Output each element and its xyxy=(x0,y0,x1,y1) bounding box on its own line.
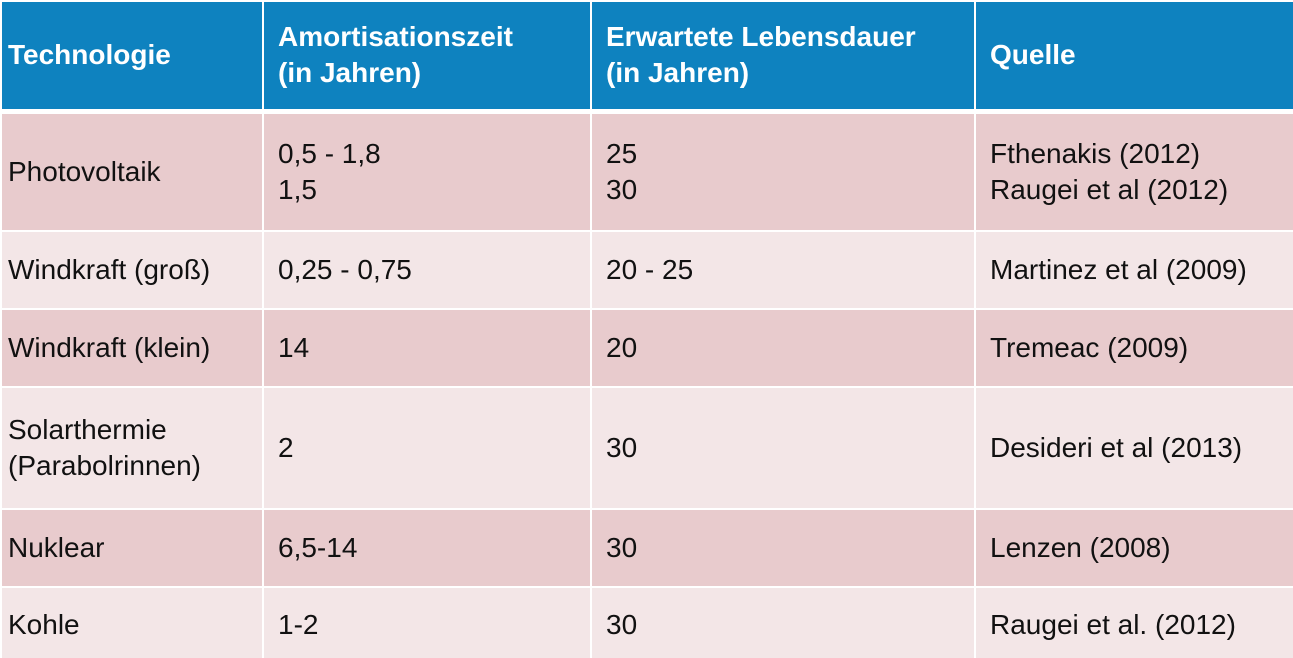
cell-lifetime-line1: 25 xyxy=(606,137,638,169)
cell-source: Desideri et al (2013) xyxy=(974,386,1293,510)
cell-payback: 0,5 - 1,8 1,5 xyxy=(262,110,592,232)
header-lifetime-line2: (in Jahren) xyxy=(606,57,750,89)
cell-payback-line2: 1,5 xyxy=(278,173,317,205)
cell-lifetime: 20 - 25 xyxy=(590,230,976,310)
cell-technology-line2: (Parabolrinnen) xyxy=(8,450,201,481)
cell-lifetime-line2: 30 xyxy=(606,173,638,205)
table-row: Kohle 1-2 30 Raugei et al. (2012) xyxy=(0,586,1293,658)
header-row: Technologie Amortisationszeit (in Jahren… xyxy=(0,0,1293,114)
header-payback: Amortisationszeit (in Jahren) xyxy=(262,0,592,114)
table-row: Windkraft (klein) 14 20 Tremeac (2009) xyxy=(0,308,1293,388)
header-payback-line2: (in Jahren) xyxy=(278,57,422,89)
cell-source-line2: Raugei et al (2012) xyxy=(990,173,1229,205)
header-lifetime: Erwartete Lebensdauer (in Jahren) xyxy=(590,0,976,114)
cell-source: Martinez et al (2009) xyxy=(974,230,1293,310)
cell-payback: 14 xyxy=(262,308,592,388)
cell-payback: 2 xyxy=(262,386,592,510)
cell-technology: Windkraft (groß) xyxy=(0,230,264,310)
table-row: Solarthermie (Parabolrinnen) 2 30 Deside… xyxy=(0,386,1293,510)
cell-technology: Photovoltaik xyxy=(0,110,264,232)
cell-lifetime: 30 xyxy=(590,508,976,588)
header-technology: Technologie xyxy=(0,0,264,114)
cell-payback: 6,5-14 xyxy=(262,508,592,588)
cell-source-line1: Fthenakis (2012) xyxy=(990,137,1201,169)
cell-technology: Nuklear xyxy=(0,508,264,588)
cell-source: Tremeac (2009) xyxy=(974,308,1293,388)
header-payback-line1: Amortisationszeit xyxy=(278,21,513,53)
cell-lifetime: 20 xyxy=(590,308,976,388)
table-row: Photovoltaik 0,5 - 1,8 1,5 25 30 Fthenak… xyxy=(0,110,1293,232)
cell-technology: Windkraft (klein) xyxy=(0,308,264,388)
cell-lifetime: 25 30 xyxy=(590,110,976,232)
header-source: Quelle xyxy=(974,0,1293,114)
table-row: Nuklear 6,5-14 30 Lenzen (2008) xyxy=(0,508,1293,588)
cell-technology: Kohle xyxy=(0,586,264,658)
cell-lifetime: 30 xyxy=(590,386,976,510)
cell-payback: 0,25 - 0,75 xyxy=(262,230,592,310)
header-lifetime-line1: Erwartete Lebensdauer xyxy=(606,21,916,53)
cell-source: Raugei et al. (2012) xyxy=(974,586,1293,658)
table-row: Windkraft (groß) 0,25 - 0,75 20 - 25 Mar… xyxy=(0,230,1293,310)
cell-technology-line1: Solarthermie xyxy=(8,414,167,445)
cell-source: Fthenakis (2012) Raugei et al (2012) xyxy=(974,110,1293,232)
cell-source: Lenzen (2008) xyxy=(974,508,1293,588)
cell-lifetime: 30 xyxy=(590,586,976,658)
cell-payback: 1-2 xyxy=(262,586,592,658)
cell-payback-line1: 0,5 - 1,8 xyxy=(278,137,381,169)
cell-technology: Solarthermie (Parabolrinnen) xyxy=(0,386,264,510)
